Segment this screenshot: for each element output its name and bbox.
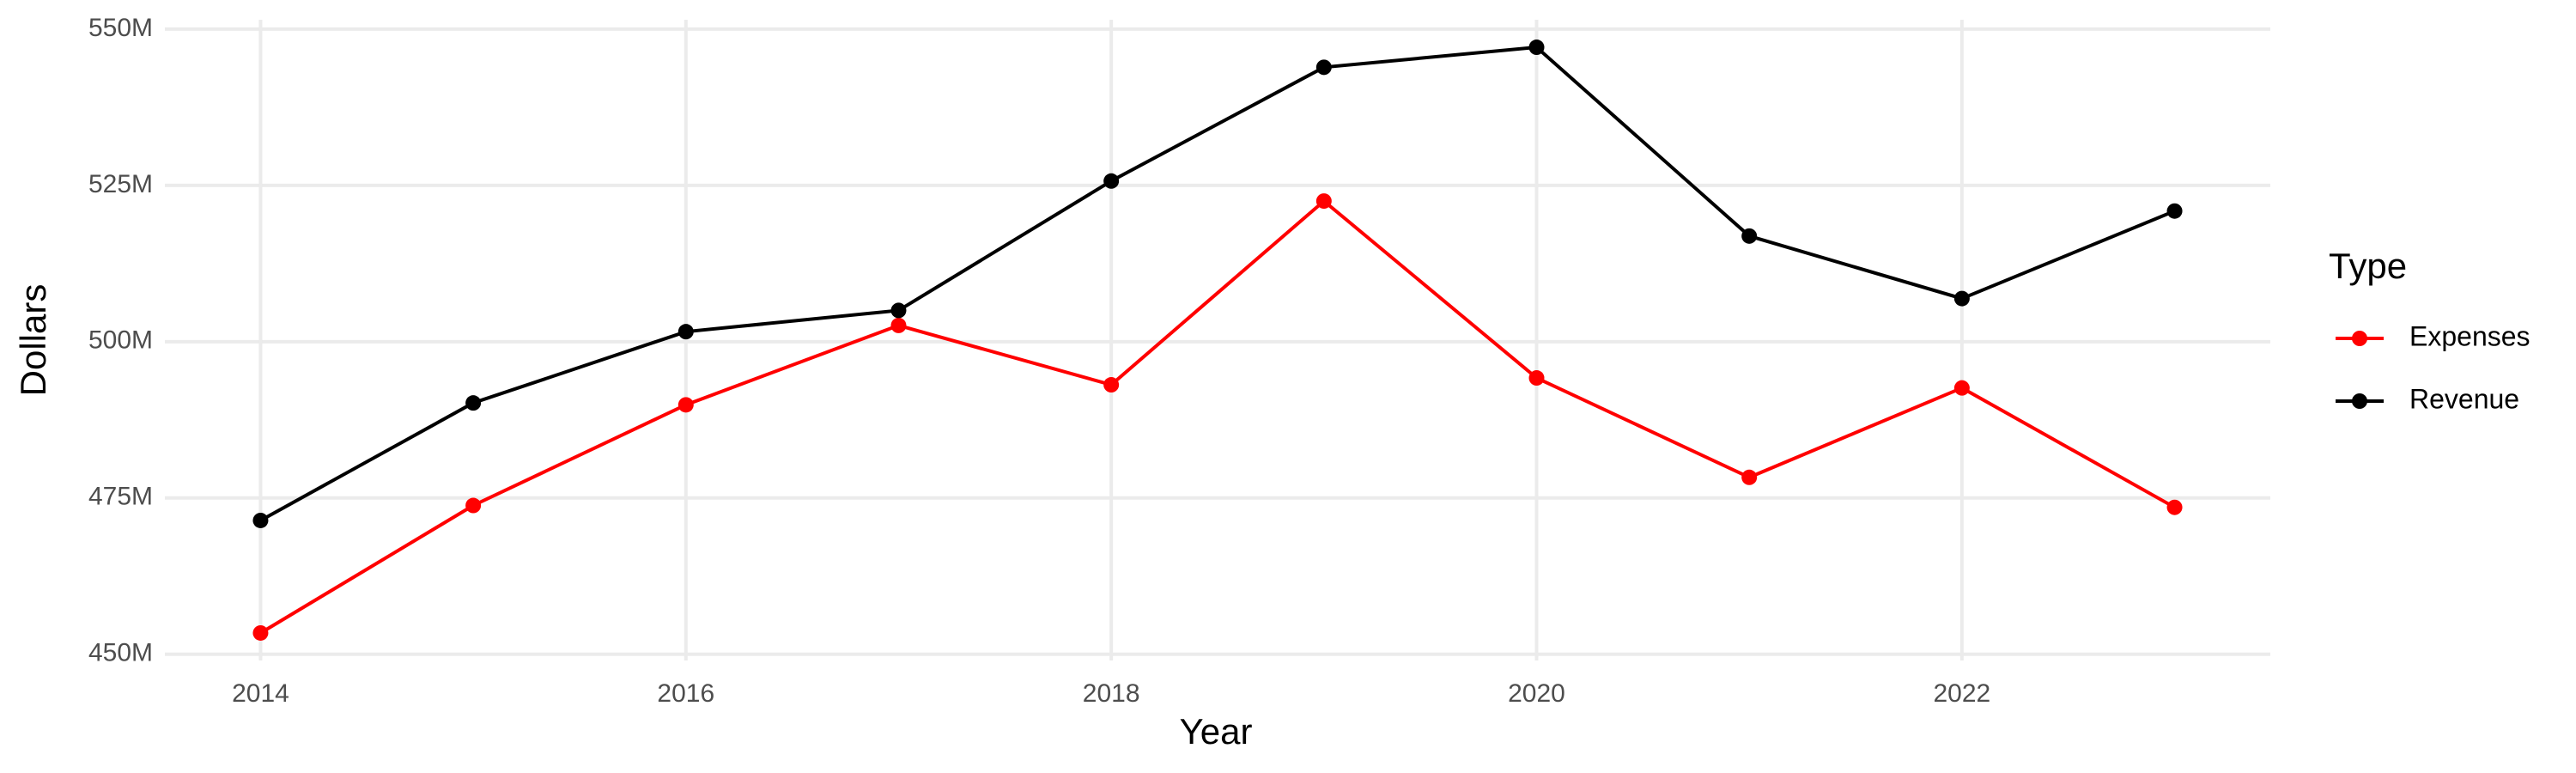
data-point [2166, 499, 2183, 515]
x-tick-label: 2014 [232, 679, 289, 708]
data-point [1315, 193, 1332, 210]
series-line [259, 198, 2176, 635]
y-tick-label: 450M [88, 639, 153, 667]
data-point [1953, 380, 1970, 396]
y-axis-title: Dollars [13, 284, 53, 397]
data-point [890, 317, 907, 333]
x-axis-title: Year [1180, 711, 1253, 752]
legend-label: Revenue [2409, 383, 2519, 414]
data-point [2166, 203, 2183, 219]
data-point [1741, 469, 1758, 485]
data-point [1741, 228, 1758, 244]
data-point [1528, 370, 1545, 386]
series-line [259, 45, 2176, 522]
data-point [1528, 40, 1545, 56]
y-tick-label: 550M [88, 14, 153, 42]
data-point [465, 497, 482, 514]
data-point [677, 324, 694, 340]
data-point [252, 624, 269, 641]
y-tick-label: 525M [88, 170, 153, 198]
x-tick-label: 2016 [657, 679, 714, 708]
data-point [1103, 377, 1120, 393]
legend-label: Expenses [2409, 320, 2530, 351]
y-tick-label: 475M [88, 483, 153, 511]
x-tick-label: 2018 [1083, 679, 1140, 708]
y-tick-label: 500M [88, 326, 153, 355]
data-point [890, 302, 907, 319]
data-point [1315, 59, 1332, 76]
data-point [465, 395, 482, 411]
x-tick-label: 2022 [1933, 679, 1990, 708]
legend-title: Type [2329, 246, 2407, 286]
data-point [1103, 173, 1120, 189]
x-tick-label: 2020 [1508, 679, 1565, 708]
data-point [1953, 290, 1970, 307]
legend-key-point [2352, 393, 2367, 409]
legend-key-point [2352, 331, 2367, 346]
data-point [677, 397, 694, 413]
data-point [252, 512, 269, 528]
